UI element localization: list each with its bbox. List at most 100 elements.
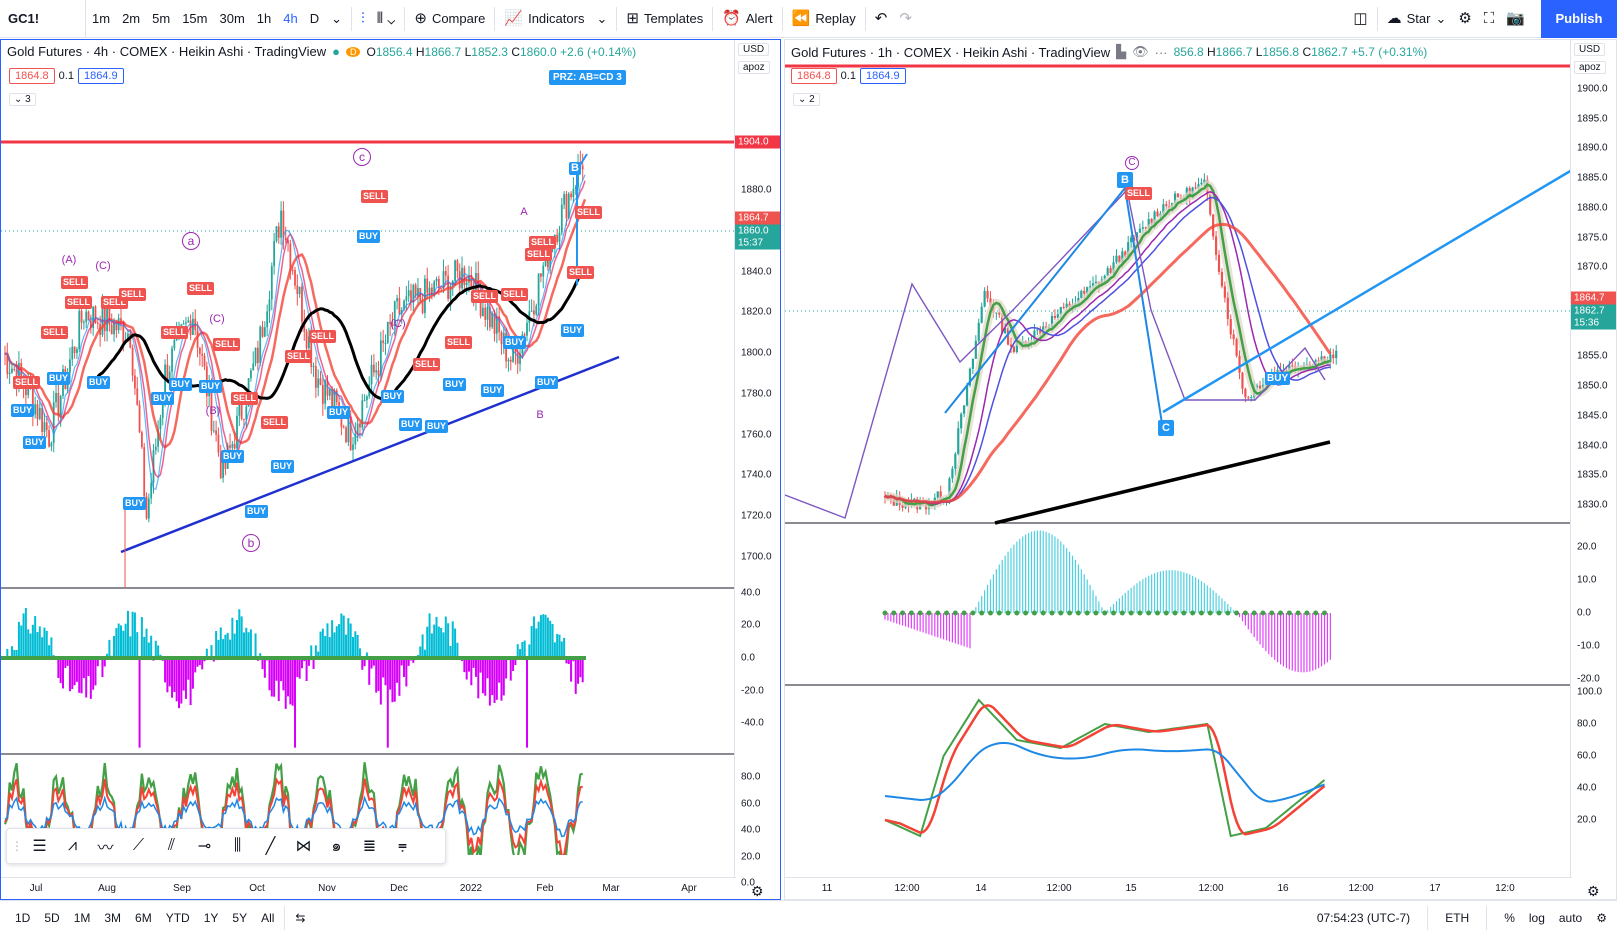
right-osc-dot <box>891 610 897 616</box>
redo-icon[interactable]: ↷ <box>899 9 912 27</box>
compare-button[interactable]: ⊕ Compare <box>408 0 491 38</box>
bottom-gear-icon[interactable]: ⚙ <box>1596 910 1607 925</box>
date-range-icon[interactable]: ⇆ <box>295 910 306 925</box>
left-currency-button[interactable]: USD <box>738 43 770 56</box>
interval-30m[interactable]: 30m <box>219 10 245 26</box>
left-candle <box>157 429 160 447</box>
left-collapse-toggle[interactable]: ⌄ 3 <box>9 93 36 106</box>
interval-15m[interactable]: 15m <box>182 10 208 26</box>
right-buy-button[interactable]: 1864.9 <box>859 68 906 84</box>
horizontal-ray-icon[interactable]: ⊸ <box>197 838 212 855</box>
right-candle <box>1039 329 1042 335</box>
right-price-axis[interactable]: USD apoz 1900.0 1895.0 1890.0 1885.0 1880.0 1… <box>1570 40 1616 879</box>
left-candle <box>212 430 215 432</box>
right-price-tick: 1900.0 <box>1577 83 1608 95</box>
divider <box>616 6 618 31</box>
right-osc-dot <box>1242 610 1248 616</box>
left-candle <box>294 270 296 286</box>
range-6m[interactable]: 6M <box>135 910 152 925</box>
buy-signal-tag: BUY <box>271 460 295 473</box>
indicators-dropdown-icon[interactable]: ⌄ <box>596 10 608 26</box>
alert-button[interactable]: ⏰ Alert <box>716 0 778 38</box>
right-sell-button[interactable]: 1864.8 <box>791 68 837 84</box>
left-candle <box>342 426 345 428</box>
right-axis-settings-gear-icon[interactable]: ⚙ <box>1587 883 1600 899</box>
trend-line-icon[interactable]: ⟋ <box>132 837 145 854</box>
clock-timezone[interactable]: 07:54:23 (UTC-7) <box>1316 910 1411 925</box>
left-scale-mode-button[interactable]: apoz <box>738 61 770 74</box>
interval-dropdown-icon[interactable]: ⌄ <box>331 10 343 26</box>
line-tool-icon[interactable]: ╱ <box>265 838 276 855</box>
log-scale-toggle[interactable]: log <box>1528 910 1545 925</box>
right-scale-mode-button[interactable]: apoz <box>1574 61 1606 74</box>
range-1d[interactable]: 1D <box>15 910 31 925</box>
templates-button[interactable]: ⊞ Templates <box>620 0 709 38</box>
interval-2m[interactable]: 2m <box>122 10 141 26</box>
range-3m[interactable]: 3M <box>104 910 122 925</box>
undo-icon[interactable]: ↶ <box>874 9 888 27</box>
eye-icon[interactable]: 👁 <box>1132 44 1149 59</box>
parallel-channel-icon[interactable]: ≣ <box>362 838 377 855</box>
publish-button[interactable]: Publish <box>1541 0 1617 38</box>
range-5d[interactable]: 5D <box>44 910 60 925</box>
interval-D[interactable]: D <box>309 10 320 26</box>
gear-icon[interactable]: ⚙ <box>1458 10 1472 27</box>
layout-split-icon[interactable]: ◫ <box>1353 10 1368 27</box>
range-all[interactable]: All <box>261 910 275 925</box>
more-dots-icon[interactable]: ··· <box>1154 44 1168 60</box>
left-candle <box>533 310 535 315</box>
left-buy-button[interactable]: 1864.9 <box>77 68 124 84</box>
pattern-abcd-icon[interactable]: ⩘ <box>67 837 78 854</box>
left-price-axis[interactable]: USD apoz 1880.0 1860.0 1840.0 1820.0 1800.0 1… <box>734 40 780 889</box>
fullscreen-icon[interactable]: ⛶ <box>1483 10 1495 27</box>
range-1m[interactable]: 1M <box>73 910 91 925</box>
left-candle <box>171 348 173 372</box>
spiral-icon[interactable]: ๑ <box>331 837 342 855</box>
percent-scale-toggle[interactable]: % <box>1504 910 1515 925</box>
right-chart-panel[interactable]: Gold Futures · 1h · COMEX · Heikin Ashi … <box>784 39 1617 900</box>
left-axis-settings-gear-icon[interactable]: ⚙ <box>751 883 764 899</box>
auto-scale-toggle[interactable]: auto <box>1558 910 1583 925</box>
left-chart-panel[interactable]: Gold Futures · 4h · COMEX · Heikin Ashi … <box>0 39 781 900</box>
fib-channel-icon[interactable]: ⫽ <box>167 837 176 854</box>
session-button[interactable]: ETH <box>1445 910 1470 925</box>
left-candle <box>308 336 310 349</box>
interval-5m[interactable]: 5m <box>152 10 171 26</box>
range-1y[interactable]: 1Y <box>203 910 219 925</box>
symbol-search[interactable]: GC1! <box>0 0 86 38</box>
left-chart-title[interactable]: Gold Futures · 4h · COMEX · Heikin Ashi … <box>7 44 327 59</box>
xabcd-pattern-icon[interactable]: ⋈ <box>295 838 312 855</box>
range-ytd[interactable]: YTD <box>165 910 190 925</box>
bar-style-icon[interactable]: ⫶ <box>361 9 365 27</box>
right-chart-canvas[interactable] <box>785 40 1572 855</box>
right-candle <box>1156 211 1159 217</box>
left-candle <box>245 406 248 420</box>
indicators-button[interactable]: 📈 Indicators <box>498 0 590 38</box>
regression-icon[interactable]: ⩦ <box>397 837 408 854</box>
left-sell-button[interactable]: 1864.8 <box>9 68 55 84</box>
layout-name-button[interactable]: ☁ Star ⌄ <box>1381 0 1453 38</box>
replay-button[interactable]: ⏪ Replay <box>786 0 862 38</box>
right-currency-button[interactable]: USD <box>1574 43 1606 56</box>
right-candle <box>1291 365 1294 367</box>
horizontal-lines-icon[interactable]: ☰ <box>32 838 47 855</box>
interval-4h[interactable]: 4h <box>283 10 298 26</box>
vertical-lines-icon[interactable]: ⫼ <box>233 837 242 854</box>
chart-type-icon[interactable]: ⫴ ⌄ <box>376 9 396 27</box>
right-chart-title[interactable]: Gold Futures · 1h · COMEX · Heikin Ashi … <box>791 44 1111 60</box>
left-candle <box>324 380 327 404</box>
left-time-axis[interactable]: Jul Aug Sep Oct Nov Dec 2022 Feb Mar Apr <box>1 877 736 899</box>
range-5y[interactable]: 5Y <box>232 910 248 925</box>
drag-handle-icon[interactable]: ⋮ <box>11 839 23 853</box>
elliott-wave-icon[interactable]: 〰 <box>97 840 114 857</box>
right-time-axis[interactable]: 11 12:00 14 12:00 15 12:00 16 12:00 17 12:0 <box>785 877 1572 899</box>
interval-1h[interactable]: 1h <box>256 10 272 26</box>
left-candle <box>403 300 405 310</box>
camera-icon[interactable]: 📷 <box>1506 10 1525 27</box>
left-candle <box>217 434 220 453</box>
right-osc-dot <box>1304 610 1310 616</box>
left-candle <box>69 359 71 373</box>
right-collapse-toggle[interactable]: ⌄ 2 <box>793 93 820 106</box>
right-osc-dot <box>1058 610 1064 616</box>
interval-1m[interactable]: 1m <box>92 10 111 26</box>
